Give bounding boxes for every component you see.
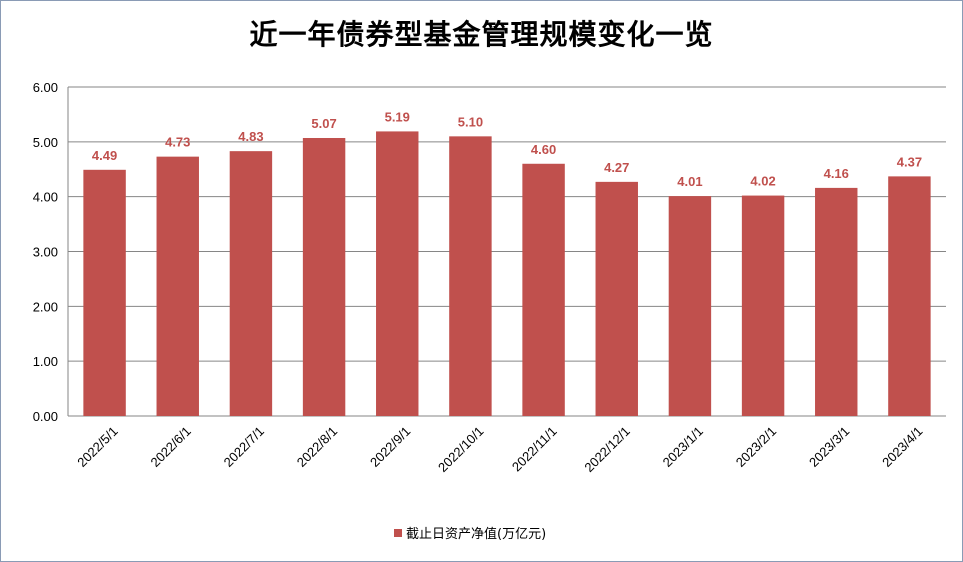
bar bbox=[302, 137, 346, 416]
x-tick-label: 2023/2/1 bbox=[733, 424, 779, 470]
data-label: 4.49 bbox=[92, 148, 117, 163]
chart-title: 近一年债券型基金管理规模变化一览 bbox=[249, 18, 714, 51]
y-tick-label: 3.00 bbox=[33, 245, 58, 260]
x-tick-label: 2022/9/1 bbox=[367, 424, 413, 470]
bars bbox=[83, 131, 931, 417]
bar bbox=[229, 151, 273, 416]
data-label: 4.01 bbox=[677, 174, 702, 189]
bar bbox=[83, 169, 126, 416]
data-label: 5.19 bbox=[385, 109, 410, 124]
y-tick-label: 0.00 bbox=[33, 409, 58, 424]
legend: 截止日资产净值(万亿元) bbox=[394, 526, 546, 542]
x-tick-label: 2022/12/1 bbox=[581, 424, 633, 476]
x-tick-label: 2022/8/1 bbox=[294, 424, 340, 470]
data-label: 4.83 bbox=[238, 129, 263, 144]
x-tick-label: 2022/11/1 bbox=[509, 424, 560, 475]
bar bbox=[522, 163, 565, 416]
bar bbox=[668, 196, 712, 416]
x-tick-label: 2022/6/1 bbox=[147, 424, 193, 470]
data-labels: 4.49 4.73 4.83 5.07 5.19 5.10 4.60 4.27 4.01 4.02… bbox=[92, 109, 922, 189]
data-label: 5.07 bbox=[311, 116, 336, 131]
x-tick-label: 2023/4/1 bbox=[879, 424, 925, 470]
bar bbox=[156, 156, 199, 416]
y-tick-label: 6.00 bbox=[33, 80, 58, 95]
bar bbox=[376, 131, 419, 417]
y-tick-label: 1.00 bbox=[33, 354, 58, 369]
legend-swatch bbox=[394, 529, 402, 537]
x-tick-label: 2023/3/1 bbox=[806, 424, 852, 470]
gridlines bbox=[67, 86, 946, 417]
x-tick-label: 2022/10/1 bbox=[435, 424, 487, 476]
bar bbox=[888, 176, 931, 416]
data-label: 5.10 bbox=[458, 114, 483, 129]
data-label: 4.60 bbox=[531, 142, 556, 157]
bar bbox=[595, 181, 638, 416]
bar bbox=[741, 195, 785, 416]
data-label: 4.02 bbox=[750, 174, 775, 189]
x-axis-ticks: 2022/5/1 2022/6/1 2022/7/1 2022/8/1 2022/9/1… bbox=[74, 424, 925, 476]
data-label: 4.73 bbox=[165, 135, 190, 150]
legend-label: 截止日资产净值(万亿元) bbox=[406, 526, 546, 542]
data-label: 4.27 bbox=[604, 160, 629, 175]
data-label: 4.16 bbox=[824, 166, 849, 181]
y-tick-label: 5.00 bbox=[33, 135, 58, 150]
x-tick-label: 2023/1/1 bbox=[660, 424, 706, 470]
bar bbox=[815, 187, 858, 416]
y-tick-label: 4.00 bbox=[33, 190, 58, 205]
bar bbox=[449, 136, 492, 416]
x-tick-label: 2022/5/1 bbox=[74, 424, 120, 470]
y-tick-label: 2.00 bbox=[33, 299, 58, 314]
data-label: 4.37 bbox=[897, 154, 922, 169]
x-tick-label: 2022/7/1 bbox=[221, 424, 267, 470]
y-axis-ticks: 0.00 1.00 2.00 3.00 4.00 5.00 6.00 bbox=[33, 80, 58, 424]
